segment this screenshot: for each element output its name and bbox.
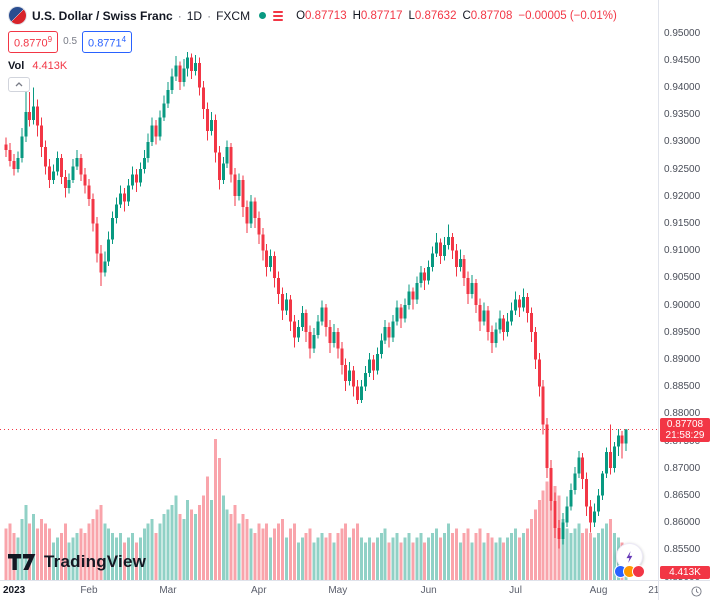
chevron-up-icon (15, 81, 23, 87)
buy-ask-button[interactable]: 0.87714 (82, 31, 133, 53)
separator: · (177, 8, 182, 23)
time-axis-label: Mar (159, 585, 177, 596)
lightning-icon (626, 550, 632, 563)
time-axis-label: Apr (251, 585, 267, 596)
price-axis-label: 0.93000 (664, 136, 701, 148)
time-axis-label: Aug (589, 585, 608, 596)
price-axis-label: 0.95000 (664, 27, 701, 39)
tradingview-logo-icon (8, 554, 36, 570)
price-axis-label: 0.91500 (664, 217, 701, 229)
low-label: L (408, 9, 415, 22)
bid-ask-row: 0.87709 0.5 0.87714 (8, 31, 617, 53)
vol-value: 4.413K (32, 59, 68, 72)
vol-label: Vol (8, 59, 25, 72)
low-value: 0.87632 (414, 9, 457, 22)
tradingview-logo[interactable]: TradingView (8, 552, 146, 572)
exchange-label[interactable]: FXCM (216, 8, 251, 23)
last-price-value: 0.87708 (666, 418, 704, 430)
notes-menu-icon[interactable] (273, 10, 284, 21)
high-value: 0.87717 (360, 9, 403, 22)
price-axis-label: 0.90500 (664, 272, 701, 284)
interval-label[interactable]: 1D (186, 8, 203, 23)
time-axis[interactable]: 2023 Feb Mar Apr May Jun Jul Aug 21 (0, 580, 710, 600)
price-axis-label: 0.92500 (664, 163, 701, 175)
price-axis-label: 0.93500 (664, 109, 701, 121)
market-status-dot-icon (259, 12, 267, 19)
ask-main: 0.8771 (88, 37, 122, 50)
price-axis-label: 0.90000 (664, 299, 701, 311)
open-value: 0.87713 (305, 9, 347, 22)
open-label: O (296, 9, 306, 22)
tradingview-logo-text: TradingView (44, 552, 147, 571)
time-axis-label: Jul (509, 585, 522, 596)
instrument-logo-icon (8, 6, 27, 25)
bid-main: 0.8770 (14, 37, 48, 50)
price-axis-label: 0.91000 (664, 245, 701, 257)
red-emoji-icon (632, 565, 645, 578)
price-axis-label: 0.88500 (664, 381, 701, 393)
sell-bid-button[interactable]: 0.87709 (8, 31, 59, 53)
high-label: H (352, 9, 361, 22)
price-axis-label: 0.89500 (664, 326, 701, 338)
sentiment-emoji-icons[interactable] (614, 565, 645, 578)
ask-sup-digit: 4 (121, 35, 127, 44)
price-axis-label: 0.86000 (664, 517, 701, 529)
bid-sup-digit: 9 (47, 35, 53, 44)
time-axis-label: 21 (648, 585, 660, 596)
symbol-title[interactable]: U.S. Dollar / Swiss Franc (32, 8, 173, 23)
time-axis-label: Jun (420, 585, 437, 596)
close-value: 0.87708 (470, 9, 513, 22)
change-value: −0.00005 (−0.01%) (518, 9, 617, 22)
ohlc-readout: O 0.87713 H 0.87717 L 0.87632 C 0.87708 −0.0… (296, 10, 617, 22)
collapse-legend-button[interactable] (8, 76, 30, 92)
price-axis[interactable]: 0.95000 0.94500 0.94000 0.93500 0.93000 0.925… (658, 0, 710, 583)
clock-icon[interactable] (691, 585, 702, 597)
time-axis-label: 2023 (3, 585, 26, 596)
separator: · (207, 8, 212, 23)
price-axis-label: 0.86500 (664, 489, 701, 501)
price-axis-label: 0.87000 (664, 462, 701, 474)
bar-countdown: 21:58:29 (665, 429, 705, 441)
price-axis-label: 0.88000 (664, 408, 701, 420)
volume-axis-tag: 4.413K (660, 566, 710, 579)
time-axis-corner (658, 581, 710, 600)
time-axis-label: Feb (80, 585, 98, 596)
price-axis-label: 0.92000 (664, 190, 701, 202)
spread-value: 0.5 (63, 36, 78, 48)
price-axis-label: 0.85500 (664, 544, 701, 556)
close-label: C (462, 9, 471, 22)
price-axis-label: 0.94500 (664, 54, 701, 66)
price-axis-label: 0.89000 (664, 353, 701, 365)
last-price-tag: 0.87708 21:58:29 (660, 417, 710, 442)
candlestick-chart[interactable] (0, 0, 658, 580)
volume-indicator-row[interactable]: Vol 4.413K (8, 60, 617, 72)
price-axis-label: 0.94000 (664, 81, 701, 93)
time-axis-label: May (328, 585, 348, 596)
